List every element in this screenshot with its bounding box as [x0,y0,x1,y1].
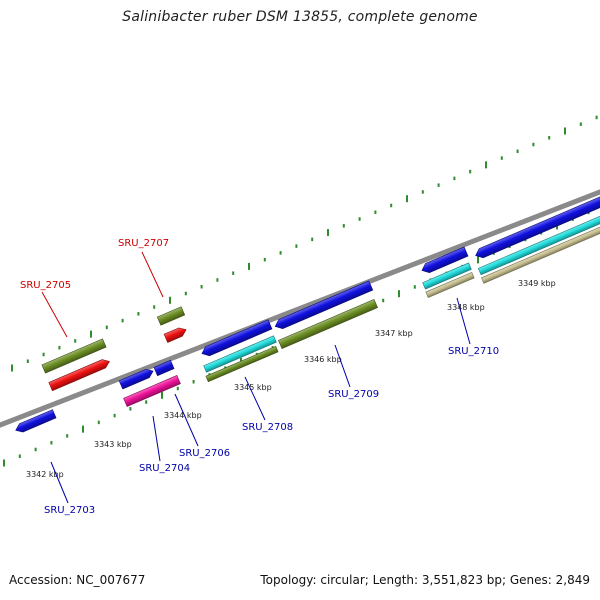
gene-label-sru-2705[interactable]: SRU_2705 [20,280,71,338]
gene-bar-sru-2710-c[interactable] [425,272,475,298]
leader-line [141,251,164,298]
leader-line [334,344,351,388]
gene-bar-sru-2704-c[interactable] [123,375,181,407]
gene-label-sru-2710[interactable]: SRU_2710 [448,297,499,357]
gene-bar-sru-2707-b[interactable] [163,326,188,343]
gene-bar-sru-2708[interactable] [200,319,273,358]
gene-bar-sru-2710[interactable] [420,246,469,275]
leader-line [50,461,69,504]
gene-bar-sru-2705-b[interactable] [48,357,111,392]
scale-label: 3346 kbp [304,355,342,364]
accession-text: Accession: NC_007677 [9,573,146,587]
gene-label-sru-2709[interactable]: SRU_2709 [328,344,379,400]
gene-bar-sru-2703[interactable] [14,409,57,435]
gene-label-text: SRU_2708 [242,422,293,433]
scale-label: 3345 kbp [234,383,272,392]
gene-bar-sru-2708-c[interactable] [205,345,279,383]
gene-bar-sru-2709[interactable] [273,280,374,331]
gene-label-text: SRU_2706 [179,448,230,459]
map-title: Salinibacter ruber DSM 13855, complete g… [122,9,478,25]
gene-label-text: SRU_2703 [44,505,95,516]
gene-bar-sru-2711[interactable] [474,195,600,260]
gene-label-sru-2703[interactable]: SRU_2703 [44,461,95,516]
gene-label-text: SRU_2709 [328,389,379,400]
scale-label: 3343 kbp [94,440,132,449]
gene-bar-sru-2710-b[interactable] [422,262,472,290]
scale-label: 3342 kbp [26,470,64,479]
outer-tick-row [11,115,598,372]
scale-label: 3349 kbp [518,279,556,288]
gene-label-sru-2707[interactable]: SRU_2707 [118,238,169,298]
leader-line [152,415,161,462]
gene-label-text: SRU_2707 [118,238,169,249]
gene-bar-sru-2705[interactable] [41,338,107,374]
gene-label-sru-2708[interactable]: SRU_2708 [242,376,293,433]
leader-line [174,393,199,447]
gene-label-text: SRU_2704 [139,463,190,474]
leader-line [244,376,266,421]
gene-label-sru-2704[interactable]: SRU_2704 [139,415,190,474]
gene-label-text: SRU_2705 [20,280,71,291]
gene-bar-sru-2711-c[interactable] [481,222,600,284]
gene-label-sru-2706[interactable]: SRU_2706 [174,393,230,459]
genome-summary-text: Topology: circular; Length: 3,551,823 bp… [260,573,590,587]
scale-label: 3348 kbp [447,303,485,312]
leader-line [456,297,471,345]
gene-bar-sru-2711-b[interactable] [477,212,600,276]
gene-bar-sru-2708-b[interactable] [203,335,277,373]
genome-backbone [0,189,600,428]
gene-bar-sru-2707[interactable] [156,306,186,326]
gene-bar-sru-2704-b[interactable] [153,359,175,377]
gene-bar-sru-2704-a[interactable] [118,367,155,390]
leader-line [41,291,68,338]
gene-bar-sru-2709-b[interactable] [278,298,378,350]
gene-label-text: SRU_2710 [448,346,499,357]
scale-label: 3347 kbp [375,329,413,338]
scale-label: 3344 kbp [164,411,202,420]
